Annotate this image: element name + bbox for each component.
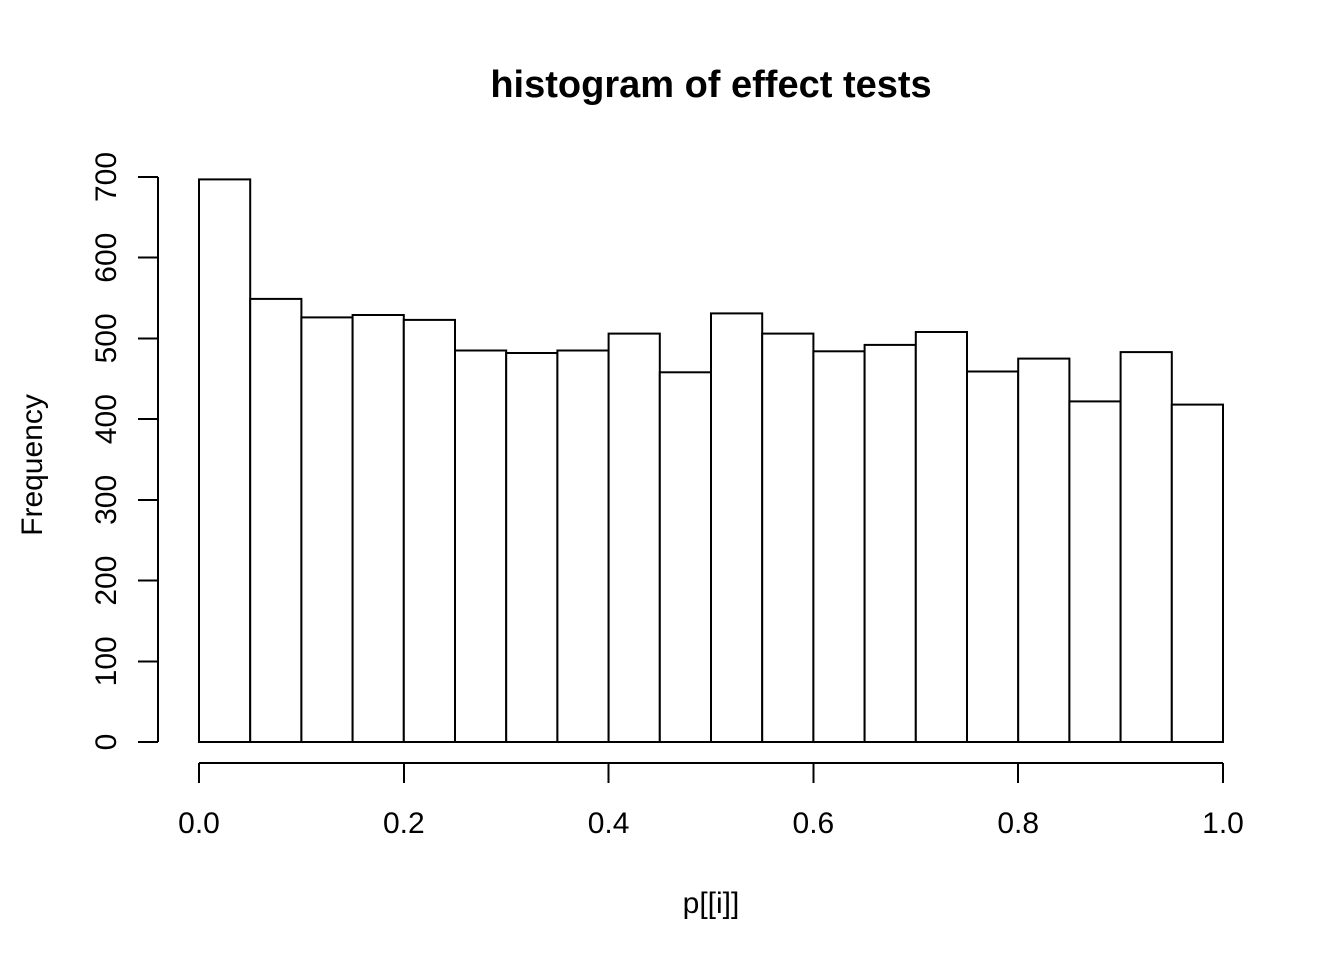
histogram-bar xyxy=(658,371,712,743)
histogram-bar xyxy=(863,343,917,743)
histogram-bar xyxy=(1068,400,1122,743)
y-tick-label: 300 xyxy=(90,475,123,525)
histogram-bar xyxy=(351,314,405,743)
y-tick-label: 400 xyxy=(90,394,123,444)
y-tick-label: 0 xyxy=(90,734,123,751)
histogram-bar xyxy=(505,352,559,743)
histogram-bar xyxy=(249,297,303,743)
y-tick-label: 500 xyxy=(90,313,123,363)
histogram-bar xyxy=(402,318,456,743)
x-tick-label: 0.8 xyxy=(997,807,1039,840)
histogram-bar xyxy=(454,349,508,743)
y-tick-label: 100 xyxy=(90,636,123,686)
histogram-bar xyxy=(914,331,968,743)
histogram-bar xyxy=(1017,357,1071,743)
bars-group xyxy=(198,178,1225,743)
histogram-bar xyxy=(198,178,252,743)
x-axis-label: p[[i]] xyxy=(683,887,740,920)
histogram-bar xyxy=(966,370,1020,743)
y-tick-label: 600 xyxy=(90,233,123,283)
x-axis: 0.0 0.2 0.4 0.6 0.8 1.0 xyxy=(178,762,1244,840)
histogram-bar xyxy=(1170,403,1225,743)
histogram-bar xyxy=(710,312,764,743)
histogram-bar xyxy=(300,316,354,743)
x-tick-label: 0.6 xyxy=(793,807,835,840)
y-axis: 0 100 200 300 400 500 600 700 xyxy=(90,152,159,751)
x-tick-label: 0.4 xyxy=(588,807,630,840)
histogram-bar xyxy=(761,332,815,743)
y-tick-label: 200 xyxy=(90,556,123,606)
y-tick-label: 700 xyxy=(90,152,123,202)
y-axis-label: Frequency xyxy=(16,394,49,536)
x-tick-label: 1.0 xyxy=(1202,807,1244,840)
chart-title: histogram of effect tests xyxy=(490,64,931,106)
histogram-bar xyxy=(1119,351,1173,743)
histogram-bar xyxy=(556,349,610,743)
histogram-bar xyxy=(607,332,661,743)
histogram-bar xyxy=(812,350,866,743)
x-tick-label: 0.2 xyxy=(383,807,425,840)
x-tick-label: 0.0 xyxy=(178,807,220,840)
